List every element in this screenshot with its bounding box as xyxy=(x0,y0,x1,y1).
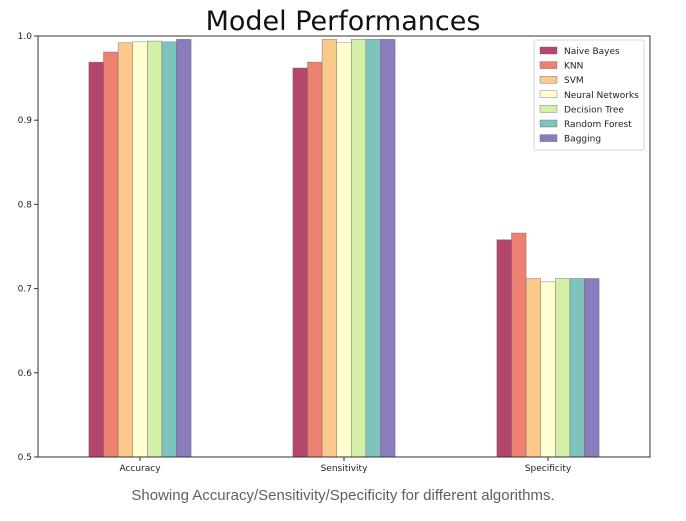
y-tick-label: 0.7 xyxy=(18,285,32,295)
legend: Naive Bayes KNN SVM Neural Networks Decision… xyxy=(533,39,645,151)
legend-frame xyxy=(533,39,645,151)
bar xyxy=(117,42,133,458)
legend-label: Neural Networks xyxy=(564,91,639,101)
bar xyxy=(307,61,323,458)
bar xyxy=(88,61,104,458)
chart-title: Model Performances xyxy=(206,6,481,37)
legend-swatch xyxy=(539,90,558,99)
bar xyxy=(525,278,541,458)
bar xyxy=(103,51,119,458)
bar xyxy=(336,42,352,458)
legend-swatch xyxy=(539,61,558,69)
bar xyxy=(147,40,163,458)
legend-label: Naive Bayes xyxy=(564,47,620,57)
bar xyxy=(365,39,381,458)
y-tick-label: 1.0 xyxy=(18,32,33,42)
x-tick-label: Specificity xyxy=(525,464,572,474)
bar xyxy=(380,39,396,458)
bar xyxy=(584,278,600,458)
legend-swatch xyxy=(539,105,558,113)
x-tick-label: Sensitivity xyxy=(321,464,369,474)
bar xyxy=(321,39,337,458)
bar xyxy=(555,278,571,458)
y-tick-label: 0.9 xyxy=(18,116,33,126)
bar xyxy=(540,281,556,458)
y-tick-label: 0.8 xyxy=(18,200,33,210)
legend-swatch xyxy=(539,75,558,84)
legend-label: Bagging xyxy=(564,135,601,145)
model-performance-chart: Model Performances 0.5 0.6 0.7 0.8 0.9 1.0 Ac… xyxy=(18,6,651,474)
y-axis: 0.5 0.6 0.7 0.8 0.9 1.0 xyxy=(18,32,38,463)
y-tick-label: 0.5 xyxy=(18,453,32,463)
legend-swatch xyxy=(539,46,558,55)
legend-label: Random Forest xyxy=(564,120,632,130)
figure-caption: Showing Accuracy/Sensitivity/Specificity… xyxy=(131,487,555,504)
legend-swatch xyxy=(539,119,558,128)
bar xyxy=(351,39,367,458)
bar xyxy=(161,41,177,458)
bar xyxy=(511,232,527,458)
bar xyxy=(292,67,308,458)
x-tick-label: Accuracy xyxy=(119,464,161,474)
legend-swatch xyxy=(539,134,558,142)
bars-group xyxy=(88,39,600,458)
bar xyxy=(569,278,585,458)
bar xyxy=(176,39,192,458)
legend-label: Decision Tree xyxy=(564,105,624,115)
y-tick-label: 0.6 xyxy=(18,369,33,379)
bar xyxy=(496,239,512,458)
legend-label: SVM xyxy=(564,76,584,86)
legend-label: KNN xyxy=(564,62,583,72)
bar xyxy=(132,41,148,458)
x-axis: Accuracy Sensitivity Specificity xyxy=(119,457,572,474)
